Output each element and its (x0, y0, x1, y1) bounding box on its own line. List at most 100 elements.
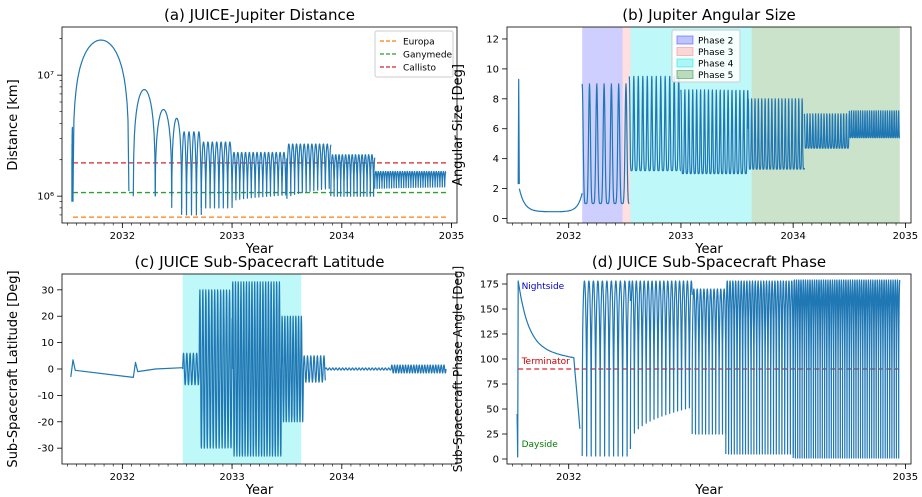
latitude-orbits (231, 281, 282, 457)
y-tick-label: 0 (48, 365, 54, 376)
panel-c-title: (c) JUICE Sub-Spacecraft Latitude (135, 253, 385, 271)
legend-swatch (676, 47, 694, 56)
y-tick-label: 6 (493, 124, 499, 135)
distance-orbits (330, 154, 376, 197)
legend-frame (671, 29, 741, 83)
angular-orbits (747, 98, 805, 170)
x-tick-label: 2033 (668, 231, 693, 242)
x-tick-label: 2032 (556, 472, 581, 483)
panel-d-xlabel: Year (694, 483, 723, 497)
y-tick-label: 0 (493, 455, 499, 466)
latitude-orbits (390, 364, 447, 374)
y-tick-label: 50 (486, 405, 499, 416)
panel-b-angular-size: 2032 2033 2034 2035 0 2 4 6 8 10 12 (b) Jupiter A… (451, 6, 918, 257)
y-tick-label: 20 (41, 312, 54, 323)
angular-orbits (680, 89, 749, 175)
panel-b-ylabel: Angular Size [Deg] (451, 64, 466, 186)
x-tick-label: 2033 (219, 231, 244, 242)
latitude-baseline (70, 359, 183, 378)
distance-orbits (200, 141, 233, 209)
panel-c-latitude: 2032 2033 2034 -30 -20 -10 0 10 20 30 (c) JUICE … (6, 253, 458, 497)
panel-d-title: (d) JUICE Sub-Spacecraft Phase (592, 253, 826, 271)
legend-label: Callisto (403, 64, 437, 74)
y-tick-label: 175 (480, 280, 499, 291)
phase-cruise (516, 280, 581, 458)
latitude-orbits (182, 352, 200, 386)
legend-swatch (676, 35, 694, 45)
x-tick-label: 2035 (439, 231, 464, 242)
latitude-orbits (280, 315, 304, 423)
y-tick-label: 125 (480, 330, 499, 341)
y-tick-label: 10 (486, 64, 499, 75)
legend-swatch (676, 70, 694, 79)
panel-c-xlabel: Year (245, 483, 274, 497)
y-tick-label: 0 (493, 214, 499, 225)
latitude-orbits (324, 367, 392, 371)
y-tick-label: 8 (493, 94, 499, 105)
legend-label: Phase 2 (698, 37, 733, 47)
y-tick-label: 10⁷ (37, 71, 54, 82)
annotation-dayside: Dayside (522, 440, 559, 450)
panel-c-ylabel: Sub-Spacecraft Latitude [Deg] (6, 270, 21, 467)
angular-phase2 (581, 83, 630, 205)
panel-d-ylabel: Sub-Spacecraft Phase Angle [Deg] (451, 266, 465, 472)
x-tick-label: 2035 (893, 231, 918, 242)
y-tick-label: -20 (38, 417, 54, 428)
angular-orbits (803, 113, 850, 149)
distance-orbits (286, 143, 332, 199)
y-tick-label: 75 (486, 380, 499, 391)
y-tick-label: -30 (38, 444, 54, 455)
phase-orbits (792, 279, 901, 459)
x-tick-label: 2034 (329, 472, 354, 483)
legend-label: Ganymede (403, 51, 453, 61)
legend-label: Phase 4 (698, 60, 734, 70)
annotation-nightside: Nightside (522, 282, 565, 292)
y-tick-label: 150 (480, 305, 499, 316)
phase-orbits (725, 280, 794, 455)
angular-spike (517, 78, 520, 185)
angular-orbits (848, 110, 901, 139)
y-tick-label: 12 (486, 34, 499, 45)
x-tick-label: 2034 (780, 231, 805, 242)
panel-a-xlabel: Year (245, 242, 274, 257)
distance-arc (72, 39, 130, 192)
x-tick-label: 2034 (329, 231, 354, 242)
angular-orbits (628, 75, 682, 172)
panel-d-phase: 2032 2035 0 25 50 75 100 125 150 175 Nightside Te… (451, 253, 918, 497)
phase-orbits (691, 288, 727, 435)
angular-cruise (518, 188, 583, 213)
phase-orbits (629, 280, 693, 450)
panel-a-title: (a) JUICE-Jupiter Distance (164, 6, 355, 24)
legend-label: Europa (403, 38, 435, 48)
annotation-terminator: Terminator (521, 357, 571, 367)
x-tick-label: 2033 (219, 472, 244, 483)
y-tick-label: -10 (38, 391, 54, 402)
x-tick-label: 2035 (893, 472, 918, 483)
distance-arc (154, 108, 173, 197)
distance-orbits (374, 170, 447, 190)
panel-b-title: (b) Jupiter Angular Size (622, 6, 796, 24)
distance-orbits (231, 151, 288, 202)
y-tick-label: 30 (41, 285, 54, 296)
y-tick-label: 25 (486, 430, 499, 441)
legend-label: Phase 3 (698, 48, 733, 58)
distance-arc (71, 126, 74, 202)
y-tick-label: 4 (493, 154, 499, 165)
y-tick-label: 10⁶ (37, 192, 54, 203)
legend-frame (374, 30, 454, 78)
phase-orbits (581, 280, 631, 457)
legend-label: Phase 5 (698, 71, 733, 81)
x-tick-label: 2032 (110, 231, 135, 242)
y-tick-label: 2 (493, 184, 499, 195)
distance-orbits (181, 131, 202, 216)
panel-a-ylabel: Distance [km] (6, 79, 21, 170)
y-tick-label: 100 (480, 355, 499, 366)
panel-b-xlabel: Year (694, 242, 723, 257)
latitude-orbits (198, 289, 233, 449)
panel-a-distance: 2032 2033 2034 2035 10⁶ 10⁷ (a) JUICE-Jupite… (6, 6, 464, 257)
y-tick-label: 10 (41, 338, 54, 349)
latitude-orbits (302, 355, 326, 383)
x-tick-label: 2032 (110, 472, 135, 483)
